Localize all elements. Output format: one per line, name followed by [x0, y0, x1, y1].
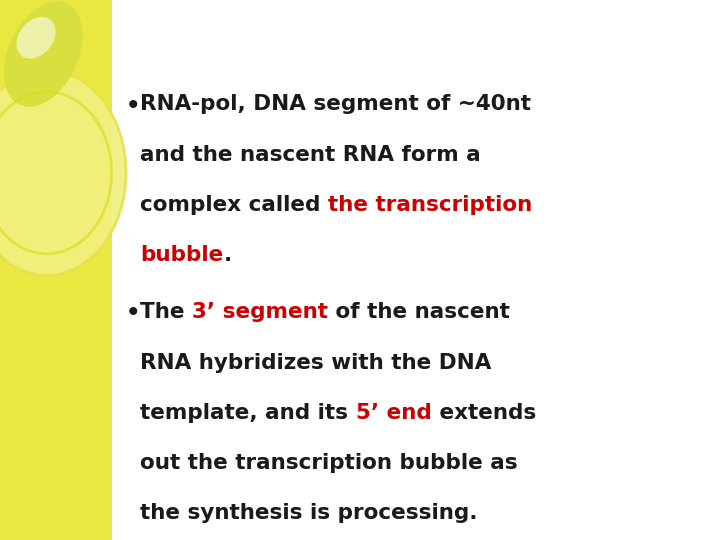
- Text: RNA hybridizes with the DNA: RNA hybridizes with the DNA: [140, 353, 492, 373]
- FancyBboxPatch shape: [0, 0, 112, 540]
- Text: the synthesis is processing.: the synthesis is processing.: [140, 503, 478, 523]
- Text: •: •: [126, 302, 140, 326]
- Text: the transcription: the transcription: [328, 195, 533, 215]
- Text: and the nascent RNA form a: and the nascent RNA form a: [140, 145, 481, 165]
- Text: out the transcription bubble as: out the transcription bubble as: [140, 453, 518, 473]
- Text: of the nascent: of the nascent: [328, 302, 510, 322]
- Text: complex called: complex called: [140, 195, 328, 215]
- Text: 3’ segment: 3’ segment: [192, 302, 328, 322]
- Text: 5’ end: 5’ end: [356, 403, 432, 423]
- Text: RNA-pol, DNA segment of ~40nt: RNA-pol, DNA segment of ~40nt: [140, 94, 531, 114]
- Ellipse shape: [0, 70, 126, 275]
- Text: template, and its: template, and its: [140, 403, 356, 423]
- Text: .: .: [224, 245, 232, 265]
- Ellipse shape: [17, 17, 55, 59]
- Text: bubble: bubble: [140, 245, 224, 265]
- Text: •: •: [126, 94, 140, 118]
- Text: extends: extends: [432, 403, 536, 423]
- Ellipse shape: [4, 2, 83, 106]
- Text: The: The: [140, 302, 192, 322]
